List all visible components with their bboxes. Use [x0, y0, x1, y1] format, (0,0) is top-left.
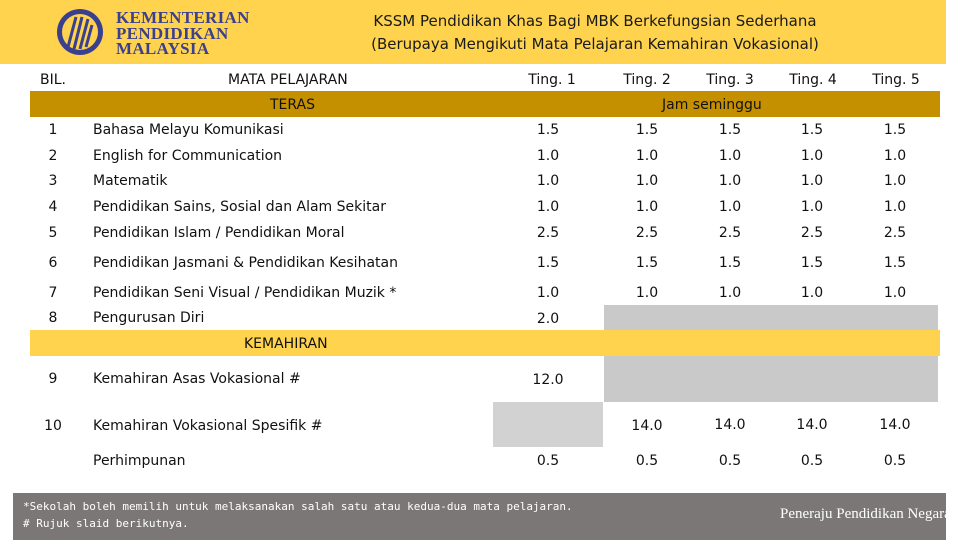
- hours-value: 14.0: [631, 418, 663, 434]
- kemahiran-label: KEMAHIRAN: [244, 336, 328, 352]
- hours-value: 1.5: [718, 122, 742, 138]
- hours-value: 1.5: [635, 122, 659, 138]
- footnote-asterisk: *Sekolah boleh memilih untuk melaksanaka…: [23, 500, 573, 513]
- header-band: [0, 0, 946, 64]
- ministry-wordmark: KEMENTERIAN PENDIDIKAN MALAYSIA: [116, 8, 250, 58]
- col-header-ting-2: Ting. 2: [623, 72, 671, 88]
- kemahiran-section-bar: [30, 330, 940, 356]
- na-cell-ting-1: [493, 402, 603, 447]
- hours-value: 1.0: [635, 173, 659, 189]
- hours-value: 2.5: [536, 225, 560, 241]
- subject-name: Pengurusan Diri: [93, 310, 205, 326]
- row-number: 7: [48, 285, 58, 301]
- row-number: 3: [48, 173, 58, 189]
- row-number: 6: [48, 255, 58, 271]
- hours-value: 1.0: [536, 148, 560, 164]
- hours-value: 0.5: [883, 453, 907, 469]
- subject-name: Matematik: [93, 173, 168, 189]
- hours-value: 1.5: [883, 255, 907, 271]
- hours-value: 0.5: [536, 453, 560, 469]
- col-header-ting-5: Ting. 5: [872, 72, 920, 88]
- hours-value: 1.0: [718, 199, 742, 215]
- subject-name: Pendidikan Sains, Sosial dan Alam Sekita…: [93, 199, 386, 215]
- hours-value: 1.5: [800, 255, 824, 271]
- ministry-logo: [52, 7, 242, 59]
- hours-value: 0.5: [800, 453, 824, 469]
- col-header-subject: MATA PELAJARAN: [228, 72, 348, 88]
- subject-name: English for Communication: [93, 148, 283, 164]
- hours-value: 1.0: [883, 199, 907, 215]
- hours-value: 1.0: [635, 285, 659, 301]
- hours-value: 12.0: [532, 372, 564, 388]
- col-header-bil: BIL.: [40, 72, 66, 88]
- subject-name: Kemahiran Vokasional Spesifik #: [93, 418, 323, 434]
- subject-name: Pendidikan Seni Visual / Pendidikan Muzi…: [93, 285, 397, 301]
- hours-value: 1.0: [536, 199, 560, 215]
- subject-name: Pendidikan Islam / Pendidikan Moral: [93, 225, 345, 241]
- hours-value: 1.0: [536, 285, 560, 301]
- hours-value: 1.0: [800, 173, 824, 189]
- row-number: 8: [48, 310, 58, 326]
- row-number: 9: [48, 371, 58, 387]
- hours-value: 14.0: [796, 417, 828, 433]
- hours-value: 2.0: [536, 311, 560, 327]
- hours-value: 1.0: [536, 173, 560, 189]
- hours-value: 1.0: [718, 173, 742, 189]
- hours-value: 1.5: [635, 255, 659, 271]
- hours-value: 1.0: [883, 148, 907, 164]
- subject-name: Perhimpunan: [93, 453, 186, 469]
- hours-value: 1.5: [800, 122, 824, 138]
- hours-value: 1.0: [800, 285, 824, 301]
- hours-value: 1.0: [635, 199, 659, 215]
- footer-tagline: Peneraju Pendidikan Negara: [780, 506, 951, 522]
- hours-value: 1.0: [883, 285, 907, 301]
- hours-value: 2.5: [635, 225, 659, 241]
- hours-value: 0.5: [635, 453, 659, 469]
- subject-name: Bahasa Melayu Komunikasi: [93, 122, 284, 138]
- hours-value: 1.0: [635, 148, 659, 164]
- hours-value: 1.0: [800, 199, 824, 215]
- col-header-ting-3: Ting. 3: [706, 72, 754, 88]
- ministry-emblem-icon: [57, 9, 103, 55]
- row-number: 5: [48, 225, 58, 241]
- row-number: 1: [48, 122, 58, 138]
- hours-value: 1.0: [800, 148, 824, 164]
- hours-value: 1.5: [718, 255, 742, 271]
- page-title: KSSM Pendidikan Khas Bagi MBK Berkefungs…: [371, 12, 819, 53]
- hours-value: 14.0: [714, 417, 746, 433]
- footnote-hash: # Rujuk slaid berikutnya.: [23, 517, 189, 530]
- hours-value: 2.5: [718, 225, 742, 241]
- footnotes: *Sekolah boleh memilih untuk melaksanaka…: [23, 498, 573, 532]
- hours-value: 2.5: [883, 225, 907, 241]
- hours-value: 0.5: [718, 453, 742, 469]
- hours-value: 1.5: [536, 122, 560, 138]
- hours-value: 2.5: [800, 225, 824, 241]
- row-number: 10: [44, 418, 62, 434]
- col-header-ting-4: Ting. 4: [789, 72, 837, 88]
- hours-value: 1.5: [536, 255, 560, 271]
- subject-name: Kemahiran Asas Vokasional #: [93, 371, 301, 387]
- row-number: 4: [48, 199, 58, 215]
- hours-per-week-label: Jam seminggu: [662, 97, 762, 113]
- hours-value: 14.0: [879, 417, 911, 433]
- footer-bar: [13, 493, 946, 540]
- hours-value: 1.0: [718, 148, 742, 164]
- hours-value: 1.0: [883, 173, 907, 189]
- row-number: 2: [48, 148, 58, 164]
- hours-value: 1.0: [718, 285, 742, 301]
- col-header-ting-1: Ting. 1: [528, 72, 576, 88]
- teras-label: TERAS: [270, 97, 316, 113]
- teras-section-bar: [30, 91, 940, 117]
- hours-value: 1.5: [883, 122, 907, 138]
- subject-name: Pendidikan Jasmani & Pendidikan Kesihata…: [93, 255, 398, 271]
